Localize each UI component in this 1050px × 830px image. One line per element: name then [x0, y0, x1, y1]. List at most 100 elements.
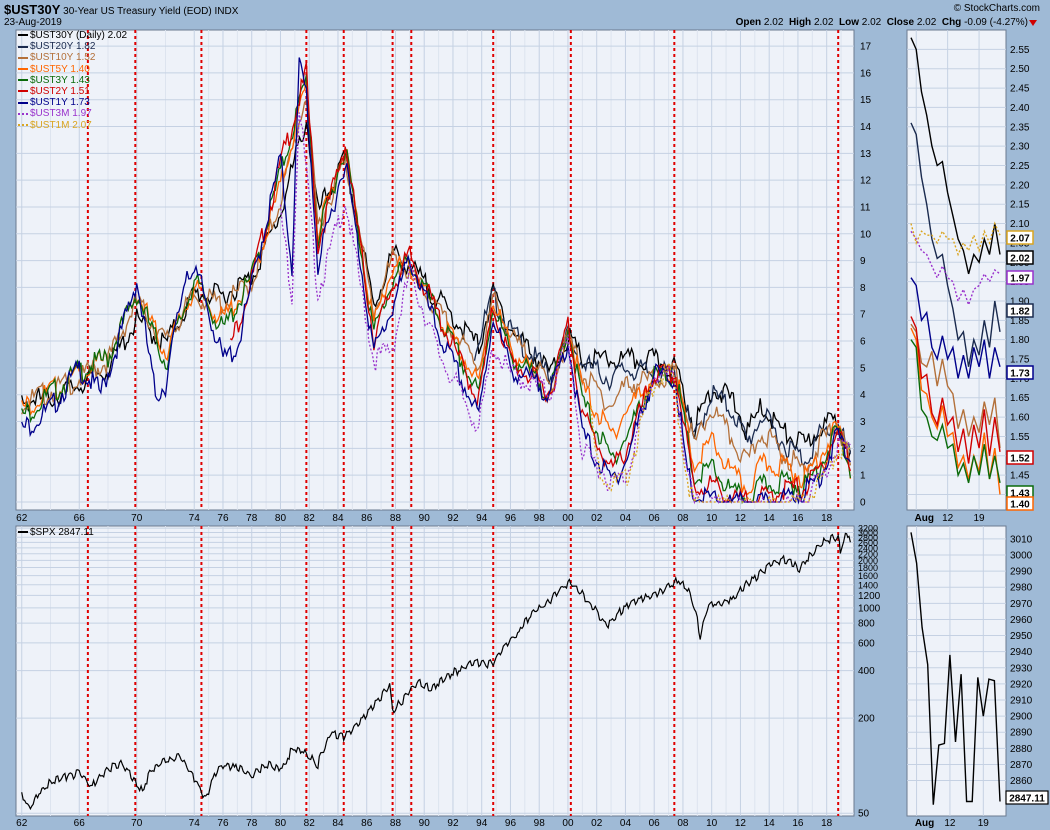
yield-detail-line-ust3m: [910, 230, 1001, 307]
x-tick-label: 14: [764, 818, 776, 829]
x-tick-label: 70: [131, 818, 143, 829]
yields-y-tick-label: 3: [860, 417, 866, 428]
legend-label: $UST1M 2.07: [30, 119, 92, 131]
x-tick-label: 12: [735, 513, 747, 524]
yield-value-tag: 1.82: [1006, 303, 1034, 318]
ohlc-readout: Open 2.02 High 2.02 Low 2.02 Close 2.02 …: [736, 17, 1028, 28]
yield-detail-y-tick-label: 2.10: [1010, 219, 1030, 230]
x-tick-label: 74: [189, 513, 201, 524]
legend-spx-label: $SPX 2847.11: [30, 527, 94, 538]
spx-y-tick-label: 2800: [858, 533, 878, 543]
legend-label: $UST30Y (Daily) 2.02: [30, 30, 128, 41]
yield-value-tag: 1.73: [1006, 365, 1034, 380]
series-lines: [21, 37, 1001, 811]
spx-value-tag: 2847.11: [1005, 790, 1049, 805]
spx-y-tick-label: 1600: [858, 571, 878, 581]
yields-y-tick-label: 8: [860, 283, 866, 294]
yield-value-tag-label: 1.73: [1010, 369, 1030, 380]
x-tick-label: 90: [419, 513, 431, 524]
yields-y-tick-label: 10: [860, 229, 872, 240]
yields-y-tick-label: 2: [860, 444, 866, 455]
spx-value-tag-box: [1005, 790, 1049, 805]
yields-y-tick-label: 7: [860, 310, 866, 321]
spx-y-tick-label: 2400: [858, 543, 878, 553]
legend-swatch: [18, 123, 28, 126]
legend-swatch: [18, 90, 28, 93]
down-arrow-icon: [1026, 18, 1037, 29]
spx-detail-y-tick-label: 3010: [1010, 534, 1033, 545]
spx-detail-x-tick-label: 19: [978, 818, 990, 829]
legend-item: $UST30Y (Daily) 2.02: [18, 30, 127, 41]
x-tick-label: 88: [390, 513, 402, 524]
yield-value-tag-label: 2.02: [1010, 254, 1030, 265]
yield-detail-y-tick-label: 1.85: [1010, 316, 1030, 327]
yield-detail-y-tick-label: 1.45: [1010, 471, 1030, 482]
close-value: 2.02: [916, 17, 937, 28]
legend-swatch: [18, 67, 28, 70]
spx-detail-y-tick-label: 2990: [1010, 567, 1033, 578]
yields-y-tick-label: 13: [860, 149, 872, 160]
legend-item: $UST20Y 1.82: [18, 41, 127, 52]
yields-y-tick-label: 16: [860, 68, 872, 79]
x-tick-label: 14: [764, 513, 776, 524]
x-tick-label: 62: [16, 818, 28, 829]
spx-detail-y-tick-label: 2870: [1010, 760, 1033, 771]
x-tick-label: 00: [562, 818, 574, 829]
x-tick-label: 16: [792, 513, 804, 524]
x-tick-label: 06: [649, 818, 661, 829]
legend-item: $UST1M 2.07: [18, 120, 127, 131]
legend-item: $UST2Y 1.51: [18, 86, 127, 97]
yield-detail-line-ust10y: [910, 323, 1001, 449]
x-tick-label: 04: [620, 818, 632, 829]
yield-value-tag: 1.40: [1006, 496, 1034, 511]
x-tick-label: 02: [591, 818, 603, 829]
yield-detail-line-ust30y: [910, 37, 1001, 275]
yield-detail-y-tick-label: 2.25: [1010, 161, 1030, 172]
yield-detail-y-tick-label: 1.75: [1010, 355, 1030, 366]
legend-swatch: [18, 112, 28, 115]
x-tick-label: 16: [792, 818, 804, 829]
legend-label: $UST20Y 1.82: [30, 41, 96, 53]
x-tick-label: 96: [505, 513, 517, 524]
yield-line-ust3m: [279, 112, 851, 505]
yields-y-tick-label: 1: [860, 471, 866, 482]
spx-value-tag-label: 2847.11: [1009, 794, 1045, 805]
x-tick-label: 06: [649, 513, 661, 524]
yield-value-tag: 2.07: [1006, 230, 1034, 245]
x-tick-label: 04: [620, 513, 632, 524]
chart-panels: [15, 29, 1007, 817]
spx-y-tick-label: 3200: [858, 524, 878, 534]
spx-y-tick-label: 200: [858, 714, 875, 725]
chart-date: 23-Aug-2019: [4, 17, 62, 28]
x-tick-label: 02: [591, 513, 603, 524]
spx-y-tick-label: 2000: [858, 556, 878, 566]
yield-value-tag-label: 1.52: [1010, 454, 1030, 465]
legend-spx: $SPX 2847.11: [18, 527, 94, 538]
spx-y-tick-label: 2600: [858, 538, 878, 548]
yield-detail-line-ust20y: [910, 122, 1001, 367]
chg-value: -0.09 (-4.27%): [964, 17, 1028, 28]
x-tick-label: 80: [275, 513, 287, 524]
x-tick-label: 94: [476, 513, 488, 524]
yield-detail-y-tick-label: 1.55: [1010, 432, 1030, 443]
x-tick-label: 70: [131, 513, 143, 524]
x-tick-label: 86: [361, 818, 373, 829]
yield-detail-line-ust3y: [910, 339, 1001, 484]
x-tick-label: 74: [189, 818, 201, 829]
yield-detail-y-tick-label: 2.55: [1010, 45, 1030, 56]
yield-value-tag-box: [1006, 250, 1034, 265]
symbol-label: $UST30Y: [4, 2, 61, 17]
x-tick-label: 92: [447, 513, 459, 524]
x-tick-label: 80: [275, 818, 287, 829]
yield-line-ust2y: [229, 61, 852, 504]
spx-detail-y-tick-label: 2960: [1010, 615, 1033, 626]
spx-detail-y-tick-label: 2980: [1010, 583, 1033, 594]
x-tick-label: 86: [361, 513, 373, 524]
yield-detail-line-ust1m: [910, 221, 1001, 257]
legend-swatch: [18, 45, 28, 48]
x-tick-label: 12: [735, 818, 747, 829]
yield-value-tag-box: [1006, 496, 1034, 511]
legend-item: $UST3M 1.97: [18, 108, 127, 119]
